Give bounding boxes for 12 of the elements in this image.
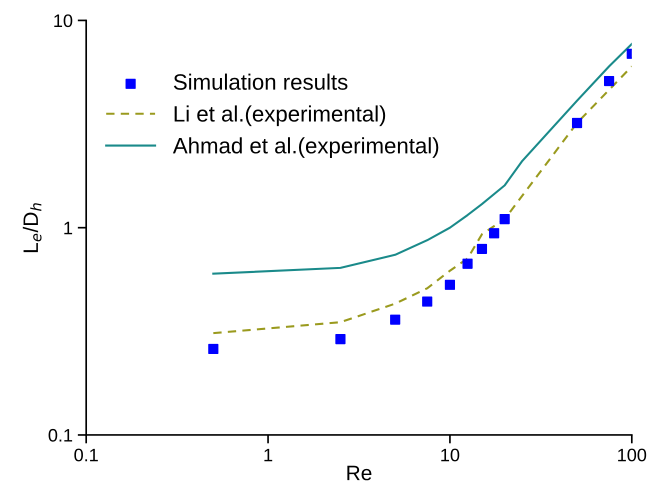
x-axis-title: Re bbox=[347, 466, 372, 480]
y-tick-label: 0.1 bbox=[48, 428, 72, 442]
y-axis-title: L$_{e}$/D$_{h}$ bbox=[22, 203, 42, 252]
legend-label: Simulation results bbox=[174, 74, 348, 90]
y-tick-label: 1 bbox=[64, 222, 72, 234]
x-tick-label: 1 bbox=[264, 448, 272, 462]
x-tick-label: 10 bbox=[441, 448, 460, 462]
y-tick-label: 10 bbox=[54, 14, 72, 28]
x-tick-label: 100 bbox=[618, 448, 646, 462]
x-tick-label: 0.1 bbox=[74, 448, 98, 462]
legend-label: Ahmad et al.(experimental) bbox=[172, 137, 438, 158]
legend-label: Li et al.(experimental) bbox=[174, 105, 386, 126]
